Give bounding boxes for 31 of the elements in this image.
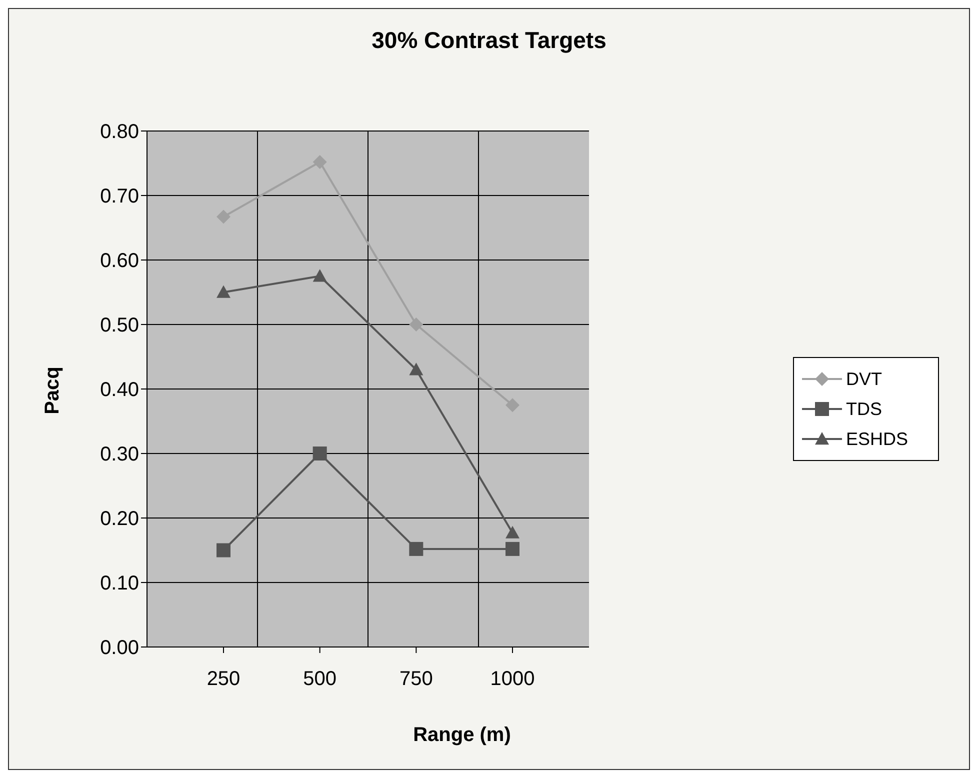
point: [312, 446, 327, 460]
y-tick-label: 0.20: [100, 508, 139, 530]
legend-label: DVT: [846, 368, 882, 390]
chart-title: 30% Contrast Targets: [370, 27, 608, 54]
point: [312, 154, 327, 169]
point: [506, 542, 520, 556]
point: [409, 362, 424, 376]
x-tick-label: 500: [303, 668, 337, 690]
x-tick-label: 1000: [490, 668, 535, 690]
y-tick-label: 0.40: [100, 379, 139, 402]
y-tick-label: 0.80: [100, 121, 139, 144]
y-tick-label: 0.50: [100, 314, 139, 337]
point: [409, 542, 424, 556]
legend-label: TDS: [846, 398, 882, 420]
x-tick-label: 250: [206, 668, 240, 690]
y-tick-label: 0.10: [100, 572, 139, 595]
legend-label: ESHDS: [846, 428, 908, 450]
y-tick-label: 0.60: [100, 250, 139, 272]
x-axis-title: Range (m): [412, 724, 512, 747]
y-tick-label: 0.00: [100, 637, 139, 660]
point: [506, 398, 520, 412]
y-tick-label: 0.30: [100, 444, 139, 466]
point: [216, 285, 230, 298]
point: [506, 526, 520, 538]
point: [216, 543, 230, 558]
point: [409, 318, 424, 332]
y-tick-label: 0.70: [100, 186, 139, 208]
y-axis-title: Pacq: [42, 366, 64, 416]
point: [216, 210, 230, 224]
x-tick-label: 750: [399, 668, 433, 690]
point: [312, 269, 327, 282]
